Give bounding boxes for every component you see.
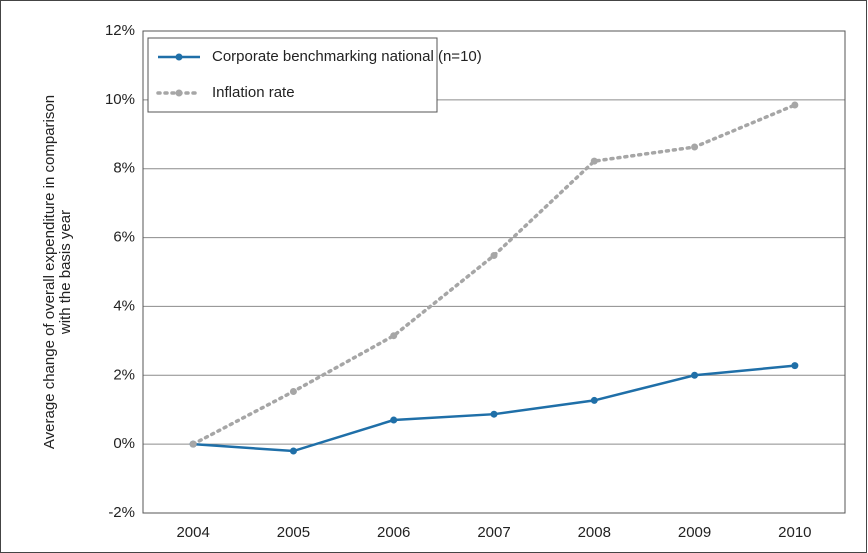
y-tick-label: 8% — [113, 160, 135, 177]
legend-marker — [175, 53, 183, 61]
legend-label: Corporate benchmarking national (n=10) — [212, 48, 482, 65]
x-tick-label: 2007 — [477, 524, 510, 541]
y-tick-label: 2% — [113, 366, 135, 383]
x-tick-label: 2006 — [377, 524, 410, 541]
y-tick-label: -2% — [108, 504, 135, 521]
point — [289, 447, 297, 455]
y-tick-label: 6% — [113, 229, 135, 246]
y-tick-label: 0% — [113, 435, 135, 452]
y-tick-label: 10% — [105, 91, 135, 108]
point — [590, 157, 598, 165]
y-tick-label: 4% — [113, 297, 135, 314]
y-axis-label-line: with the basis year — [57, 210, 74, 335]
x-tick-label: 2010 — [778, 524, 811, 541]
x-tick-label: 2004 — [176, 524, 209, 541]
y-axis-label: Average change of overall expenditure in… — [41, 95, 74, 449]
point — [691, 371, 699, 379]
point — [189, 440, 197, 448]
legend-label: Inflation rate — [212, 84, 295, 101]
plot-border — [142, 30, 846, 514]
x-tick-label: 2009 — [678, 524, 711, 541]
point — [390, 416, 398, 424]
legend-box — [147, 37, 438, 113]
point — [490, 410, 498, 418]
point — [390, 332, 398, 340]
point — [289, 387, 297, 395]
legend-marker — [175, 89, 183, 97]
point — [791, 362, 799, 370]
x-tick-label: 2005 — [277, 524, 310, 541]
point — [691, 143, 699, 151]
point — [490, 251, 498, 259]
point — [590, 396, 598, 404]
x-tick-label: 2008 — [578, 524, 611, 541]
point — [791, 101, 799, 109]
y-axis-label-line: Average change of overall expenditure in… — [41, 95, 58, 449]
y-tick-label: 12% — [105, 22, 135, 39]
